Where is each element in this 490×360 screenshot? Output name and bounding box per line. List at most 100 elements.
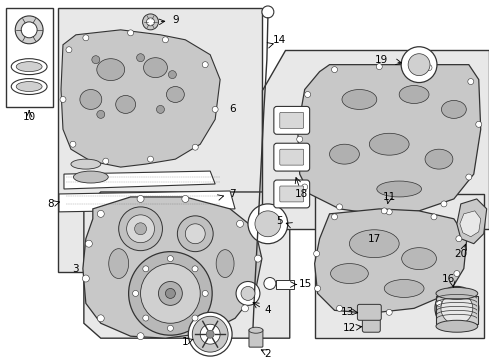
Circle shape xyxy=(212,107,218,112)
Circle shape xyxy=(66,47,72,53)
Ellipse shape xyxy=(330,144,359,164)
Circle shape xyxy=(169,71,176,78)
Circle shape xyxy=(297,136,303,142)
Text: 17: 17 xyxy=(368,234,381,244)
Circle shape xyxy=(85,240,92,247)
Text: 20: 20 xyxy=(454,249,467,258)
FancyBboxPatch shape xyxy=(249,329,263,347)
Circle shape xyxy=(192,316,228,352)
Polygon shape xyxy=(457,199,487,244)
Polygon shape xyxy=(262,50,489,229)
Ellipse shape xyxy=(11,78,47,94)
Circle shape xyxy=(60,96,66,103)
Text: 18: 18 xyxy=(295,189,308,199)
FancyBboxPatch shape xyxy=(280,149,304,165)
FancyBboxPatch shape xyxy=(274,143,310,171)
Circle shape xyxy=(332,67,338,73)
Circle shape xyxy=(156,105,165,113)
Ellipse shape xyxy=(331,264,368,283)
Text: 15: 15 xyxy=(299,279,312,289)
Circle shape xyxy=(200,324,220,344)
Text: 5: 5 xyxy=(276,216,283,226)
Polygon shape xyxy=(61,30,220,167)
Circle shape xyxy=(401,47,437,82)
FancyBboxPatch shape xyxy=(363,318,380,332)
Circle shape xyxy=(468,78,474,85)
Bar xyxy=(6,8,53,107)
Circle shape xyxy=(264,278,276,289)
Text: 8: 8 xyxy=(48,199,54,209)
Circle shape xyxy=(376,64,382,69)
Circle shape xyxy=(456,236,462,242)
Circle shape xyxy=(137,54,145,62)
Circle shape xyxy=(158,282,182,305)
Polygon shape xyxy=(83,197,262,338)
Ellipse shape xyxy=(342,90,377,109)
Circle shape xyxy=(202,62,208,68)
Circle shape xyxy=(314,251,319,257)
Ellipse shape xyxy=(71,159,101,169)
Ellipse shape xyxy=(97,59,124,81)
Circle shape xyxy=(82,275,89,282)
FancyBboxPatch shape xyxy=(280,186,304,202)
Circle shape xyxy=(97,111,105,118)
Circle shape xyxy=(241,287,255,300)
FancyBboxPatch shape xyxy=(274,180,310,208)
Ellipse shape xyxy=(402,248,437,270)
Text: 14: 14 xyxy=(273,35,287,45)
Text: 16: 16 xyxy=(442,274,456,284)
Circle shape xyxy=(426,65,432,71)
Ellipse shape xyxy=(167,86,184,103)
Circle shape xyxy=(182,195,189,202)
Circle shape xyxy=(177,216,213,252)
Circle shape xyxy=(192,266,198,272)
Circle shape xyxy=(386,309,392,315)
Circle shape xyxy=(435,287,479,330)
Circle shape xyxy=(192,315,198,321)
Circle shape xyxy=(202,291,208,296)
Circle shape xyxy=(83,35,89,41)
Circle shape xyxy=(143,315,149,321)
Circle shape xyxy=(188,312,232,356)
Circle shape xyxy=(254,255,261,262)
FancyBboxPatch shape xyxy=(280,112,304,128)
Circle shape xyxy=(206,330,214,338)
Text: 9: 9 xyxy=(172,15,179,25)
Circle shape xyxy=(147,18,154,26)
Text: 1: 1 xyxy=(182,337,189,347)
Circle shape xyxy=(141,264,200,323)
Circle shape xyxy=(302,184,308,190)
Circle shape xyxy=(408,54,430,76)
Circle shape xyxy=(381,208,387,214)
Circle shape xyxy=(332,214,338,220)
Circle shape xyxy=(248,204,288,244)
Circle shape xyxy=(133,291,139,296)
Bar xyxy=(276,279,294,289)
Circle shape xyxy=(128,252,212,335)
Ellipse shape xyxy=(16,62,42,72)
Ellipse shape xyxy=(16,82,42,91)
Circle shape xyxy=(436,300,442,306)
Text: 13: 13 xyxy=(341,307,354,317)
Circle shape xyxy=(98,210,104,217)
Polygon shape xyxy=(64,171,215,189)
Polygon shape xyxy=(298,65,481,214)
Circle shape xyxy=(441,201,447,207)
Polygon shape xyxy=(460,211,481,237)
Bar xyxy=(436,296,478,324)
Polygon shape xyxy=(84,192,290,338)
Circle shape xyxy=(236,282,260,305)
Circle shape xyxy=(185,224,205,244)
Circle shape xyxy=(168,325,173,331)
Circle shape xyxy=(242,305,248,312)
Circle shape xyxy=(192,144,198,150)
Polygon shape xyxy=(59,191,235,212)
Text: 19: 19 xyxy=(375,55,388,65)
Text: 3: 3 xyxy=(73,264,79,274)
Circle shape xyxy=(237,220,244,227)
Ellipse shape xyxy=(109,249,128,279)
Circle shape xyxy=(454,271,460,276)
Circle shape xyxy=(337,305,343,311)
Ellipse shape xyxy=(349,230,399,258)
Circle shape xyxy=(143,266,149,272)
